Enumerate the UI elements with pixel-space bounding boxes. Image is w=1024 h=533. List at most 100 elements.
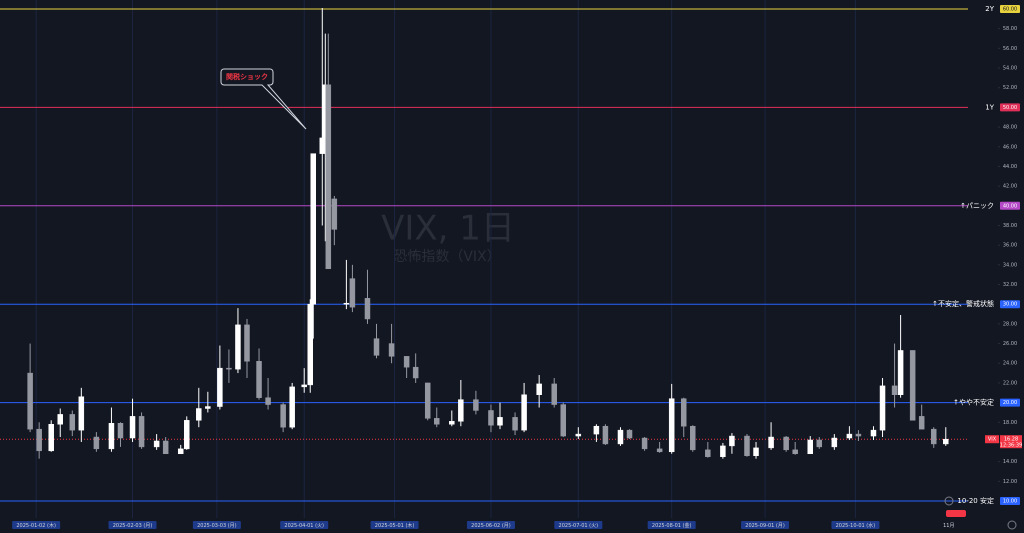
last-price-tag — [1000, 435, 1022, 449]
x-tick-box — [192, 521, 241, 529]
candle-body — [551, 383, 557, 405]
candle-body — [343, 302, 350, 305]
y-tick-label: 22.00 — [1003, 380, 1017, 386]
candle-body — [256, 361, 262, 398]
x-tick-label: 2025-09-01 (月) — [745, 523, 785, 529]
candle-body — [364, 298, 371, 320]
x-tick-label: 2025-07-01 (火) — [559, 523, 599, 529]
candle-body — [897, 350, 904, 395]
candle-body — [473, 399, 479, 411]
x-tick-label: 2025-05-01 (木) — [375, 522, 415, 529]
candle-body — [307, 303, 313, 386]
candle-body — [129, 416, 136, 439]
candle-body — [289, 386, 295, 428]
level-name: 1Y — [985, 103, 994, 111]
candle-body — [816, 439, 823, 448]
level-name: ↑やや不安定 — [953, 398, 994, 407]
countdown: 12:36:39 — [1000, 443, 1022, 449]
candle-body — [433, 418, 440, 425]
candle-body — [301, 384, 307, 388]
candle-body — [855, 433, 862, 437]
x-tick-label: 2025-02-03 (月) — [113, 523, 153, 529]
candle-body — [879, 385, 886, 431]
candle-body — [449, 421, 455, 425]
y-tick-label: 28.00 — [1003, 321, 1017, 327]
candle-body — [78, 396, 85, 431]
candle-body — [680, 398, 687, 427]
candle-body — [512, 417, 518, 431]
annotation: 関税ショック — [220, 68, 307, 130]
level-tag-label: 30.00 — [1003, 302, 1017, 308]
candle-body — [183, 420, 190, 450]
watermark: VIX, 1日 — [381, 209, 515, 249]
y-tick-label: 52.00 — [1003, 85, 1017, 91]
y-tick-label: 56.00 — [1003, 46, 1017, 52]
y-tick-label: 24.00 — [1003, 361, 1017, 367]
last-price-symbol: VIX — [988, 437, 997, 443]
candle-body — [560, 404, 567, 437]
level-tag — [1000, 201, 1020, 210]
y-tick-label: 46.00 — [1003, 144, 1017, 150]
candle-body — [235, 324, 241, 370]
level-tag-label: 60.00 — [1003, 7, 1017, 13]
annotation-callout — [220, 68, 307, 130]
candle-body — [488, 410, 494, 426]
x-tick-box — [12, 521, 61, 529]
candle-body — [593, 425, 600, 435]
annotation-text: 関税ショック — [226, 72, 268, 81]
x-tick-box — [466, 521, 515, 529]
candle-body — [69, 414, 76, 431]
candle-body — [162, 440, 169, 455]
candle-body — [280, 404, 286, 428]
settings-icon[interactable] — [1007, 520, 1017, 530]
candle-body — [656, 448, 663, 453]
x-tick-box — [741, 521, 790, 529]
candle-body — [27, 372, 33, 430]
level-tag — [1000, 103, 1020, 112]
x-tick-label: 2025-10-01 (水) — [836, 522, 876, 529]
level-name: 10-20 安定 — [957, 496, 994, 505]
y-tick-label: 36.00 — [1003, 243, 1017, 249]
candle-body — [768, 436, 774, 449]
y-tick-label: 48.00 — [1003, 125, 1017, 131]
y-tick-label: 38.00 — [1003, 223, 1017, 229]
candle-body — [138, 416, 145, 448]
y-tick-label: 14.00 — [1003, 459, 1017, 465]
level-tag — [1000, 497, 1020, 505]
candle-body — [331, 198, 338, 230]
y-tick-label: 58.00 — [1003, 26, 1017, 32]
candle-body — [48, 423, 54, 452]
x-tick-label: 2025-01-02 (木) — [16, 522, 56, 529]
x-tick-label: 11月 — [943, 523, 954, 529]
level-tag — [1000, 300, 1020, 309]
x-tick-box — [280, 521, 329, 529]
candle-body — [792, 449, 798, 455]
candle-body — [575, 433, 582, 437]
candle-body — [108, 423, 115, 450]
candle-body — [668, 398, 675, 453]
candle-body — [536, 383, 542, 395]
candle-body — [310, 153, 317, 305]
candle-body — [846, 433, 853, 439]
scale-icon — [944, 496, 954, 506]
y-tick-label: 32.00 — [1003, 282, 1017, 288]
x-tick-label: 2025-08-01 (金) — [652, 522, 692, 529]
candle-body — [729, 435, 735, 447]
candle-body — [753, 447, 759, 456]
level-name: 2Y — [985, 5, 994, 13]
candle-body — [117, 423, 124, 439]
x-tick-box — [831, 521, 880, 529]
watermark-subtitle: 恐怖指数（VIX） — [393, 248, 500, 265]
candle-body — [690, 425, 696, 451]
candle-body — [783, 436, 789, 451]
x-tick-box — [108, 521, 157, 529]
candle-body — [458, 399, 464, 422]
candle-body — [807, 439, 813, 455]
candle-body — [918, 416, 925, 430]
candle-body — [226, 367, 232, 370]
last-price-label: 16.28 — [1004, 437, 1018, 443]
candle-body — [943, 438, 949, 445]
candle-body — [349, 278, 356, 308]
level-tag — [1000, 5, 1020, 13]
